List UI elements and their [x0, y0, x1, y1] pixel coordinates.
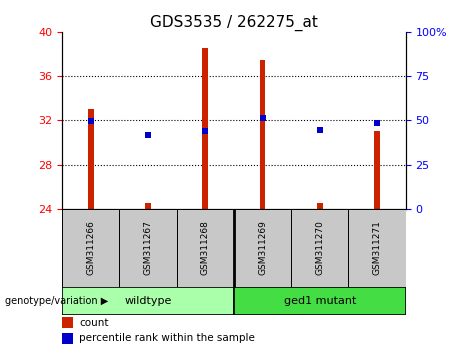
Text: GSM311267: GSM311267: [143, 220, 153, 275]
Bar: [291, 209, 349, 287]
Text: GSM311270: GSM311270: [315, 220, 325, 275]
Bar: [62, 287, 234, 315]
Bar: [202, 48, 208, 209]
Bar: [234, 287, 406, 315]
Text: count: count: [79, 318, 109, 328]
Text: GSM311266: GSM311266: [86, 220, 95, 275]
Bar: [374, 131, 380, 209]
Text: GSM311268: GSM311268: [201, 220, 210, 275]
Bar: [119, 209, 177, 287]
Bar: [234, 209, 291, 287]
Bar: [62, 209, 119, 287]
Bar: [349, 209, 406, 287]
Text: wildtype: wildtype: [124, 296, 172, 306]
Bar: [260, 59, 266, 209]
Bar: [177, 209, 234, 287]
Bar: [88, 109, 94, 209]
Bar: [62, 333, 72, 344]
Bar: [62, 317, 72, 329]
Bar: [317, 203, 323, 209]
Text: GSM311271: GSM311271: [372, 220, 382, 275]
Text: ged1 mutant: ged1 mutant: [284, 296, 356, 306]
Text: GSM311269: GSM311269: [258, 220, 267, 275]
Text: genotype/variation ▶: genotype/variation ▶: [5, 296, 108, 306]
Title: GDS3535 / 262275_at: GDS3535 / 262275_at: [150, 14, 318, 30]
Bar: [145, 203, 151, 209]
Text: percentile rank within the sample: percentile rank within the sample: [79, 333, 255, 343]
